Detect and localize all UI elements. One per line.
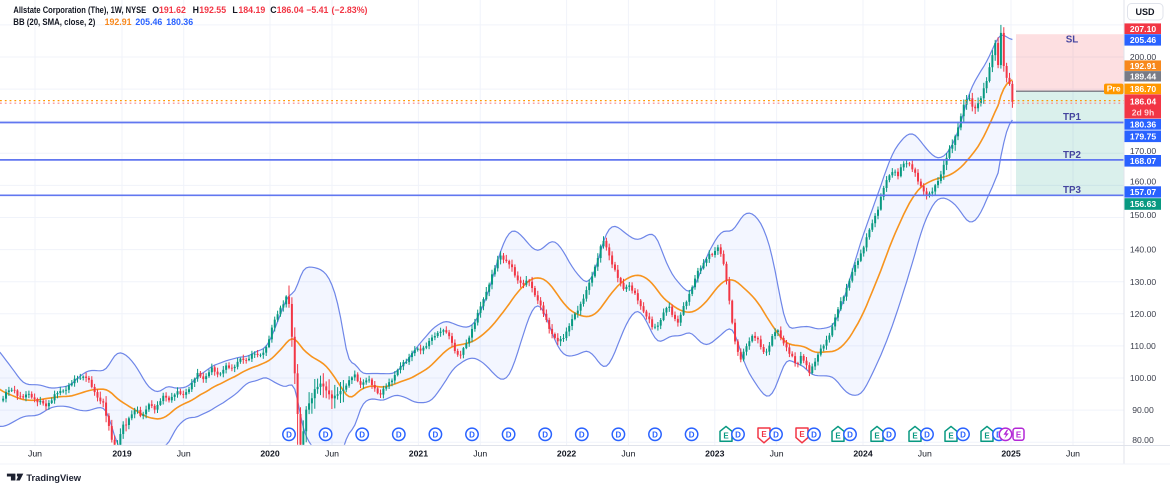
svg-text:E: E	[984, 431, 990, 440]
svg-text:180.36: 180.36	[1130, 119, 1157, 129]
svg-text:156.63: 156.63	[1130, 199, 1157, 209]
svg-text:D: D	[579, 431, 585, 440]
svg-text:D: D	[433, 431, 439, 440]
svg-text:205.46: 205.46	[1130, 35, 1157, 45]
svg-text:E: E	[761, 430, 767, 439]
svg-text:Jun: Jun	[177, 449, 191, 459]
svg-text:160.00: 160.00	[1130, 176, 1157, 186]
svg-text:Pre: Pre	[1107, 84, 1121, 94]
svg-text:D: D	[323, 431, 329, 440]
svg-text:E: E	[912, 431, 918, 440]
svg-text:USD: USD	[1135, 7, 1155, 17]
svg-text:TP1: TP1	[1063, 112, 1082, 123]
svg-text:110.00: 110.00	[1130, 341, 1156, 351]
svg-text:D: D	[847, 431, 853, 440]
svg-text:D: D	[811, 431, 817, 440]
svg-text:TP3: TP3	[1063, 185, 1082, 196]
svg-text:TP2: TP2	[1063, 150, 1082, 161]
svg-text:Allstate Corporation (The), 1W: Allstate Corporation (The), 1W, NYSE O191…	[13, 5, 367, 15]
svg-text:179.75: 179.75	[1130, 131, 1157, 141]
svg-text:TradingView: TradingView	[26, 473, 81, 483]
svg-text:D: D	[652, 431, 658, 440]
svg-text:D: D	[616, 431, 622, 440]
svg-text:189.44: 189.44	[1130, 71, 1157, 81]
svg-text:2025: 2025	[1001, 449, 1020, 459]
svg-text:2023: 2023	[705, 449, 724, 459]
svg-text:130.00: 130.00	[1130, 277, 1157, 287]
svg-text:157.07: 157.07	[1130, 187, 1157, 197]
svg-text:2019: 2019	[112, 449, 131, 459]
svg-text:E: E	[874, 431, 880, 440]
svg-text:90.00: 90.00	[1132, 405, 1154, 415]
svg-text:D: D	[924, 431, 930, 440]
svg-text:186.04: 186.04	[1130, 97, 1157, 107]
svg-text:Jun: Jun	[473, 449, 487, 459]
svg-text:2022: 2022	[557, 449, 576, 459]
svg-text:2021: 2021	[409, 449, 428, 459]
svg-text:D: D	[286, 431, 292, 440]
svg-text:2020: 2020	[260, 449, 279, 459]
svg-text:168.07: 168.07	[1130, 156, 1157, 166]
svg-text:D: D	[359, 431, 365, 440]
svg-text:E: E	[723, 431, 729, 440]
svg-text:D: D	[396, 431, 402, 440]
svg-text:192.91: 192.91	[1130, 61, 1157, 71]
svg-text:D: D	[506, 431, 512, 440]
svg-text:Jun: Jun	[918, 449, 932, 459]
svg-text:D: D	[689, 431, 695, 440]
svg-text:E: E	[799, 430, 805, 439]
svg-text:100.00: 100.00	[1130, 373, 1157, 383]
svg-text:Jun: Jun	[325, 449, 339, 459]
svg-text:186.70: 186.70	[1130, 84, 1157, 94]
svg-text:140.00: 140.00	[1130, 245, 1157, 255]
svg-text:D: D	[960, 431, 966, 440]
svg-text:Jun: Jun	[28, 449, 42, 459]
svg-text:2024: 2024	[853, 449, 872, 459]
svg-text:D: D	[886, 431, 892, 440]
svg-text:SL: SL	[1066, 35, 1079, 46]
svg-text:D: D	[542, 431, 548, 440]
svg-text:Jun: Jun	[770, 449, 784, 459]
svg-text:150.00: 150.00	[1130, 210, 1157, 220]
svg-text:Jun: Jun	[621, 449, 635, 459]
svg-text:E: E	[835, 431, 841, 440]
svg-text:D: D	[469, 431, 475, 440]
svg-text:E: E	[948, 431, 954, 440]
svg-text:207.10: 207.10	[1130, 24, 1157, 34]
svg-text:170.00: 170.00	[1130, 146, 1157, 156]
svg-text:D: D	[735, 431, 741, 440]
svg-text:120.00: 120.00	[1130, 309, 1157, 319]
svg-text:E: E	[1016, 431, 1022, 440]
svg-text:80.00: 80.00	[1132, 435, 1154, 445]
svg-text:D: D	[773, 431, 779, 440]
svg-text:Jun: Jun	[1066, 449, 1080, 459]
svg-text:200.00: 200.00	[1130, 52, 1157, 62]
svg-text:2d 9h: 2d 9h	[1132, 107, 1154, 117]
